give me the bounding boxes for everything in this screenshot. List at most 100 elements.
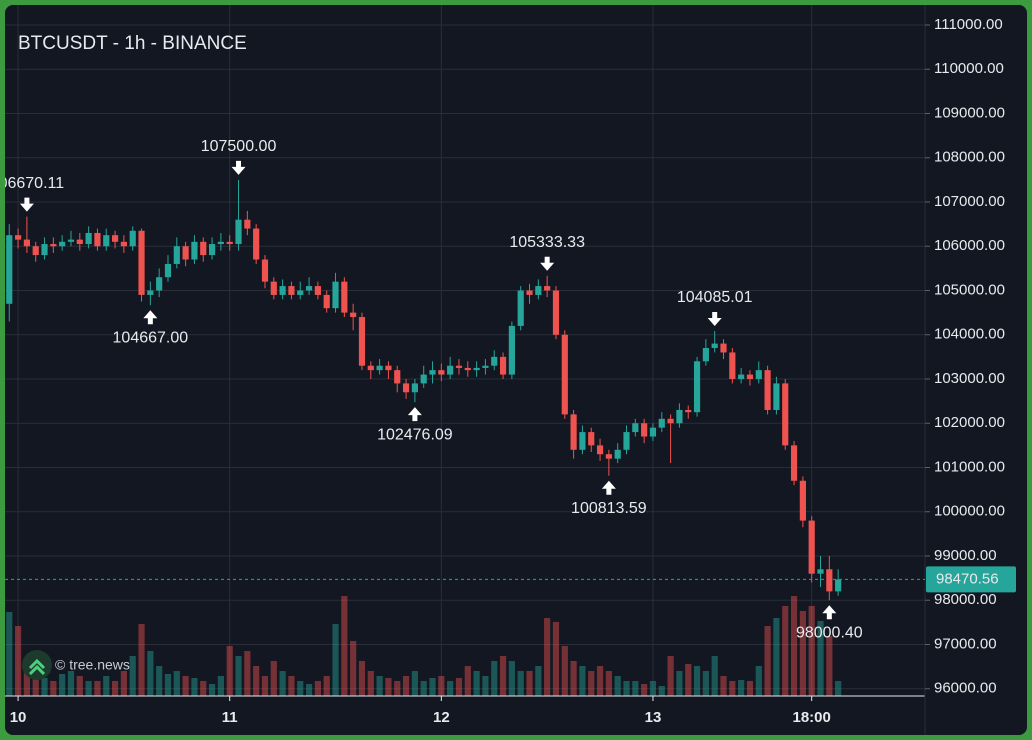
volume-bar: [323, 676, 330, 696]
candle-body: [67, 239, 75, 242]
volume-bar: [782, 606, 789, 696]
candle-body: [314, 286, 321, 295]
candle-body: [738, 374, 745, 379]
volume-bar: [411, 671, 418, 696]
volume-bar: [41, 678, 48, 696]
last-price-box: [926, 566, 1016, 593]
volume-bar: [200, 681, 207, 696]
volume-bar: [720, 676, 727, 696]
volume-bar: [623, 681, 630, 696]
candle-body: [41, 244, 48, 256]
volume-bar: [835, 681, 842, 696]
volume-bar: [76, 676, 83, 696]
volume-bar: [376, 676, 383, 696]
volume-bar: [773, 618, 780, 696]
y-tick-label: 109000.00: [934, 104, 1005, 121]
annotation-label: 100813.59: [571, 500, 647, 517]
volume-bar: [67, 671, 75, 696]
candle-body: [826, 569, 833, 592]
candle-body: [614, 449, 621, 459]
volume-bar: [676, 671, 683, 696]
volume-bar: [491, 661, 498, 696]
candle-body: [764, 370, 771, 410]
candle-body: [455, 365, 463, 368]
candle-body: [350, 312, 357, 318]
volume-bar: [790, 596, 798, 696]
candle-body: [473, 367, 480, 371]
volume-bar: [94, 681, 101, 696]
volume-bar: [667, 656, 674, 696]
y-tick-label: 110000.00: [934, 60, 1004, 77]
y-tick-label: 103000.00: [934, 370, 1005, 387]
annotation-label: 106670.11: [5, 175, 64, 192]
candle-body: [402, 383, 410, 393]
candle-body: [411, 383, 418, 393]
volume-bar: [826, 636, 833, 696]
volume-bar: [314, 681, 321, 696]
candle-body: [464, 367, 471, 371]
candle-body: [658, 418, 665, 428]
candle-body: [711, 343, 718, 349]
candle-body: [14, 235, 22, 240]
candle-body: [817, 569, 824, 574]
candle-body: [208, 244, 216, 256]
y-tick-label: 106000.00: [934, 237, 1005, 254]
candle-body: [279, 286, 286, 295]
volume-bar: [182, 676, 189, 696]
volume-bar: [6, 612, 13, 696]
volume-bar: [332, 624, 339, 696]
candle-body: [535, 286, 542, 295]
volume-bar: [755, 666, 762, 696]
volume-bar: [508, 661, 515, 696]
volume-bar: [473, 671, 480, 696]
candle-body: [85, 232, 92, 245]
volume-bar: [288, 676, 295, 696]
volume-bar: [447, 681, 454, 696]
annotation-arrow: [540, 256, 555, 271]
volume-bar: [596, 666, 604, 696]
volume-bar: [544, 618, 551, 696]
volume-bar: [279, 671, 286, 696]
candle-body: [693, 361, 701, 413]
candle-body: [482, 365, 489, 368]
volume-bar: [817, 621, 824, 696]
annotation-arrow: [822, 605, 837, 620]
candle-body: [191, 241, 198, 260]
candle-body: [182, 246, 189, 260]
volume-bar: [32, 676, 39, 696]
candle-body: [94, 232, 101, 247]
candle-body: [129, 230, 136, 247]
candle-body: [226, 241, 233, 245]
volume-bar: [129, 656, 136, 696]
x-tick-label: 11: [222, 709, 238, 726]
volume-bar: [799, 611, 806, 696]
x-tick-label: 12: [433, 709, 450, 726]
candle-body: [561, 334, 568, 415]
y-tick-label: 108000.00: [934, 149, 1005, 166]
candle-body: [755, 370, 762, 379]
candle-body: [632, 423, 639, 433]
volume-bar: [685, 664, 692, 696]
watermark: © tree.news: [55, 657, 130, 673]
candle-body: [782, 383, 789, 446]
volume-bar: [579, 666, 586, 696]
y-tick-label: 107000.00: [934, 193, 1005, 210]
volume-bar: [632, 681, 639, 696]
y-tick-label: 102000.00: [934, 414, 1005, 431]
volume-bar: [402, 676, 410, 696]
candle-body: [420, 374, 427, 384]
candle-body: [790, 445, 798, 481]
volume-bar: [226, 646, 233, 696]
axes: 96000.00 97000.00 98000.00 99000.00 100000.0…: [5, 16, 1016, 726]
candle-body: [605, 454, 612, 459]
volume-bar: [499, 656, 507, 696]
volume-bar: [764, 626, 771, 696]
volume-bar: [111, 681, 119, 696]
annotation-label: 98000.40: [796, 624, 863, 641]
candle-body: [323, 294, 330, 309]
candle-body: [103, 235, 110, 247]
volume-bar: [385, 678, 392, 696]
volume-bar: [103, 676, 110, 696]
volume-bar: [605, 671, 612, 696]
y-tick-label: 101000.00: [934, 458, 1005, 475]
